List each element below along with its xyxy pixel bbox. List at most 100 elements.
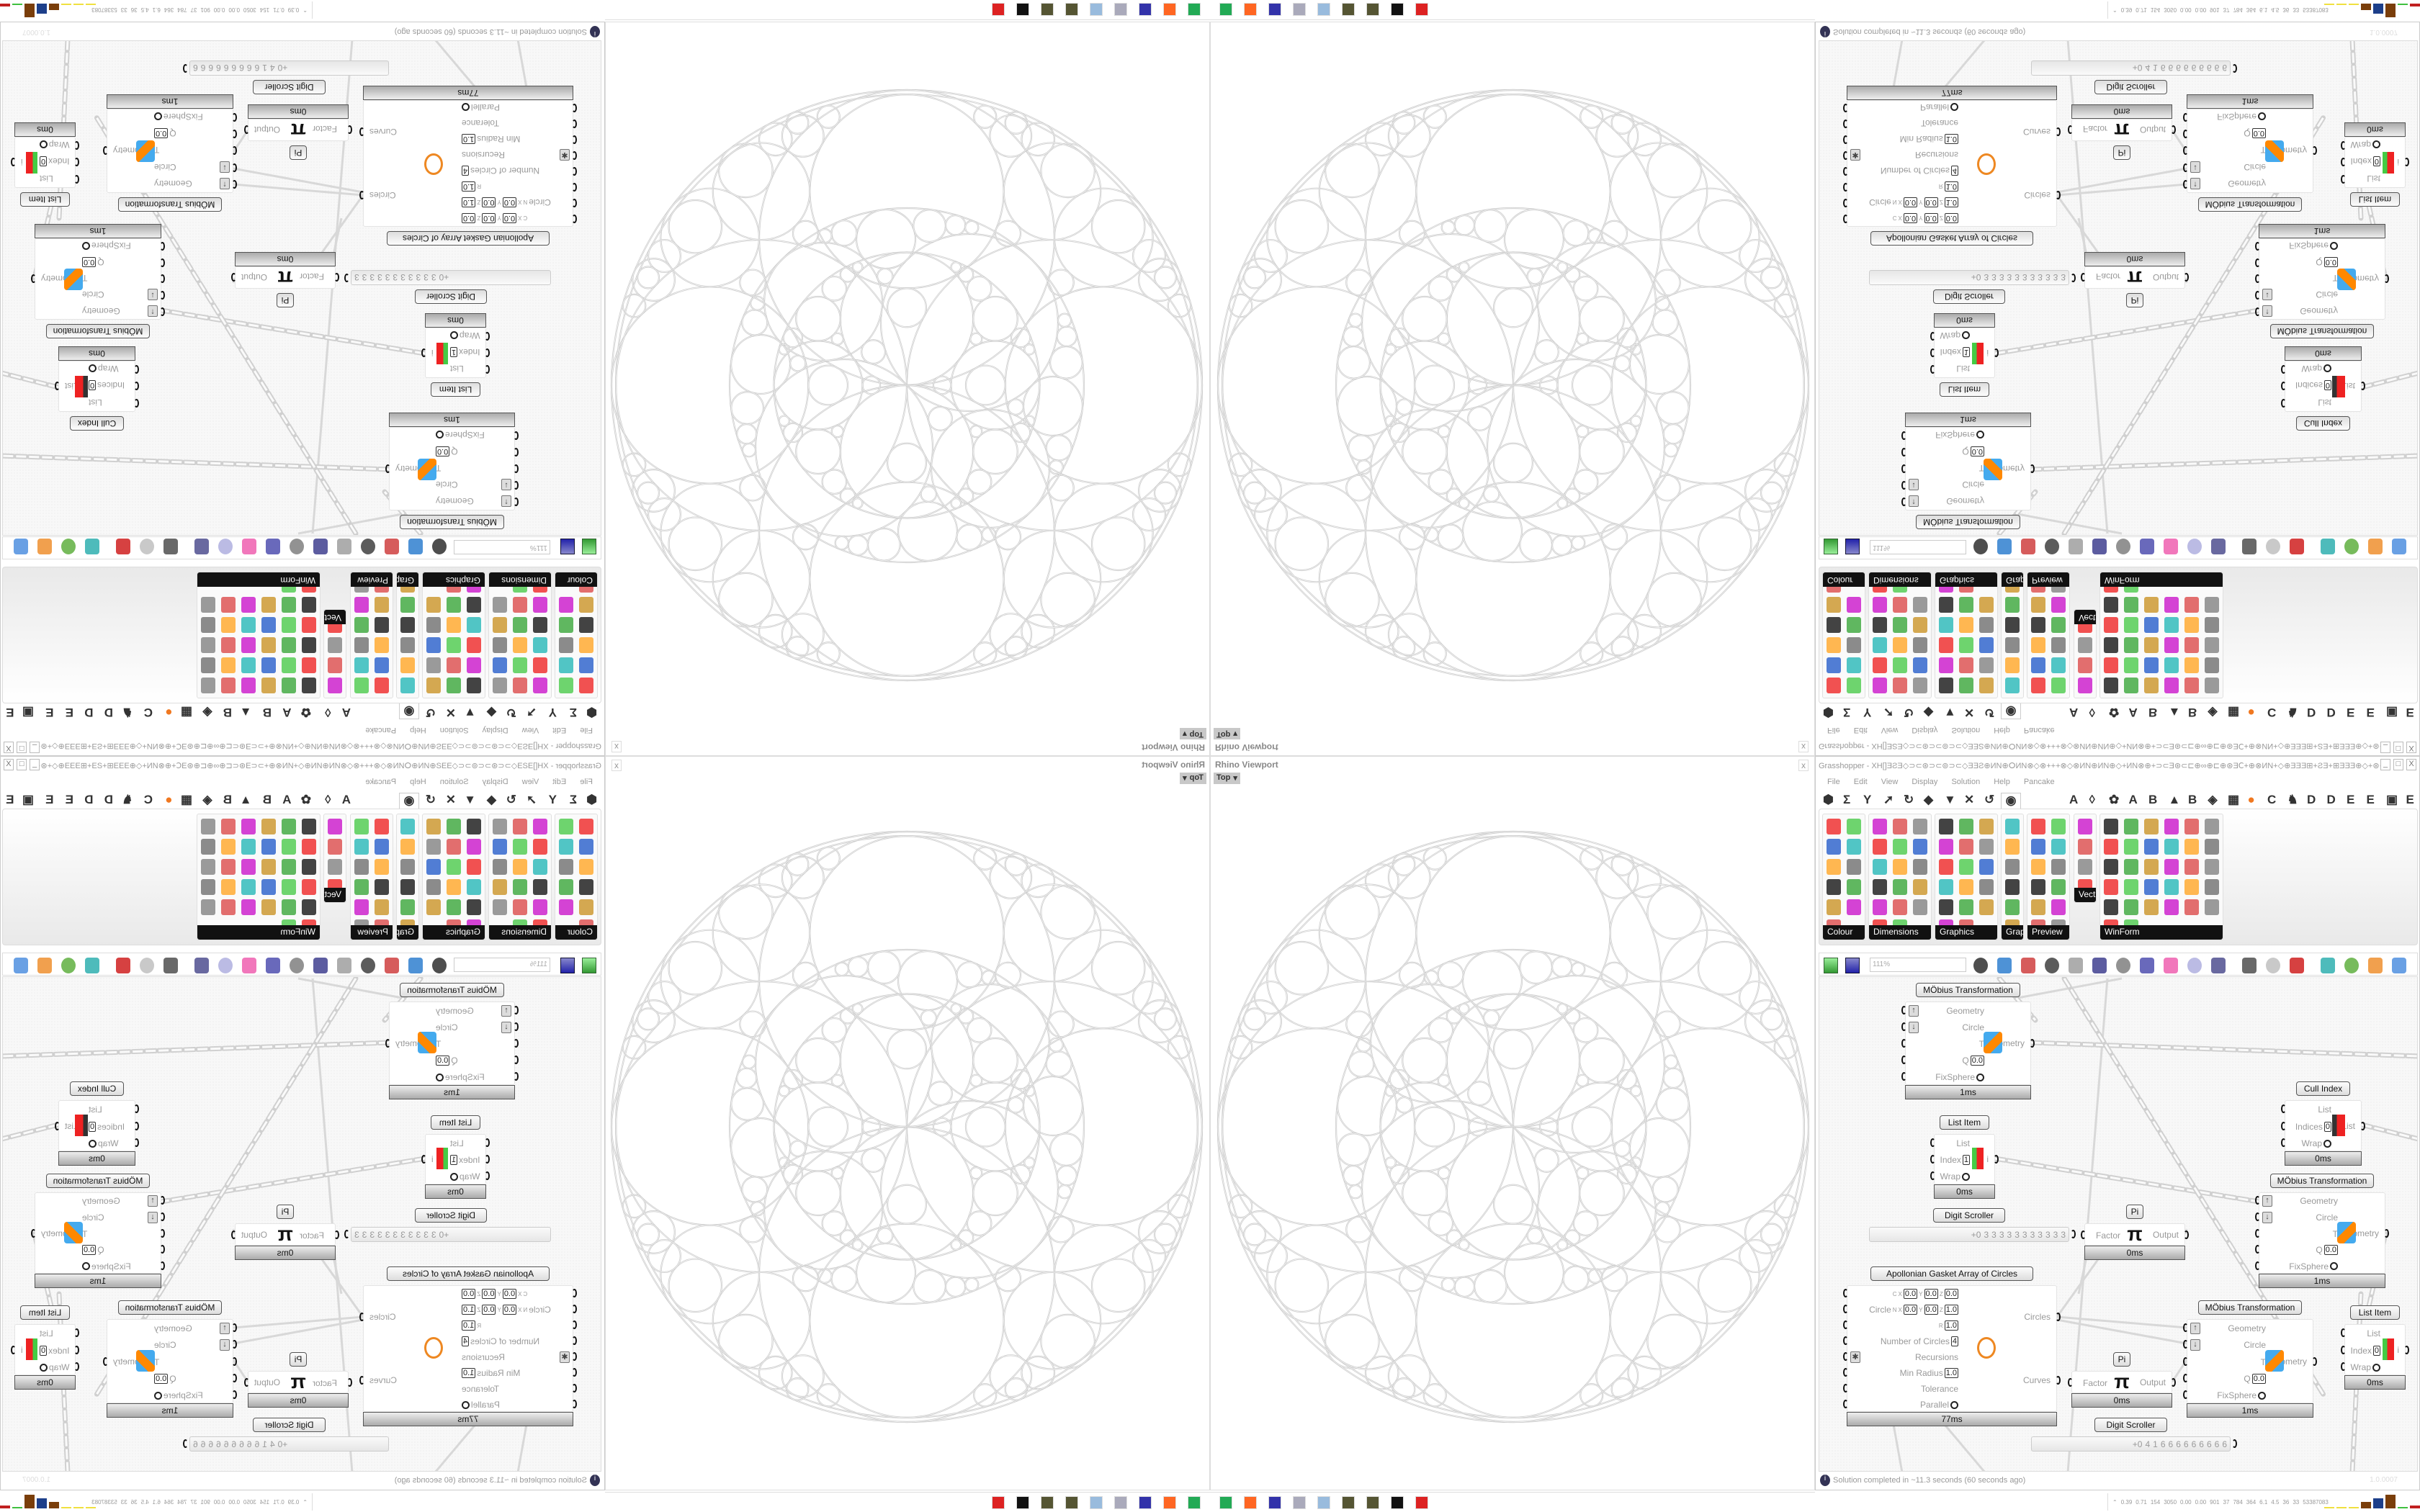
input-param-c[interactable]: C X 0.0 Y 0.0 Z 0.0 <box>462 1287 570 1300</box>
value-field[interactable]: 0.0 <box>436 446 450 456</box>
input-param-recursions[interactable]: ✱ Recursions <box>1850 148 1958 161</box>
panel-yellow-icon[interactable] <box>2205 839 2219 855</box>
digit[interactable]: 6 <box>246 63 252 73</box>
hue-cone-icon[interactable] <box>1847 657 1861 673</box>
red-arrows-icon[interactable] <box>2078 637 2092 653</box>
digit[interactable]: 6 <box>223 63 229 73</box>
ribbon-group-label[interactable]: Colour <box>555 572 597 587</box>
tab-icon[interactable]: D <box>84 793 94 806</box>
sphere-cam-icon[interactable] <box>2031 657 2045 673</box>
tab-icon[interactable]: ✿ <box>2109 706 2120 719</box>
red-blobs-icon[interactable] <box>375 617 389 633</box>
input-grip[interactable] <box>160 307 165 316</box>
rgb-cube-icon[interactable] <box>1827 657 1841 673</box>
pi-title[interactable]: Pi <box>276 1205 295 1219</box>
teal-twist-icon[interactable] <box>85 539 99 554</box>
pinecone-dark-icon[interactable] <box>1366 1496 1379 1509</box>
tab-icon[interactable]: ● <box>2247 706 2255 719</box>
output-param-i[interactable]: i <box>21 157 23 168</box>
list-item-title[interactable]: List Item <box>2350 1305 2400 1320</box>
tab-icon[interactable]: ✕ <box>1964 706 1975 719</box>
input-grip[interactable] <box>232 163 237 172</box>
bar-icon[interactable] <box>2104 597 2118 613</box>
value-field[interactable]: 1.0 <box>462 1305 476 1315</box>
list-item-title[interactable]: List Item <box>1940 382 1989 397</box>
input-param-wrap[interactable]: Wrap <box>2288 362 2331 375</box>
output-grip[interactable] <box>2184 1230 2189 1239</box>
hue-cone-icon[interactable] <box>559 839 573 855</box>
input-grip[interactable] <box>2281 1138 2286 1148</box>
tab-icon[interactable]: Σ <box>1843 793 1851 806</box>
input-grip[interactable] <box>572 167 577 176</box>
value-field[interactable]: 0 <box>2372 156 2380 167</box>
boolean-toggle[interactable] <box>450 1172 458 1181</box>
digit[interactable]: 6 <box>200 63 206 73</box>
m-bius-transformation-component[interactable]: ↑ Geometry ↓ Circle T Q 0.0 FixSphere Geometry <box>35 1192 161 1274</box>
input-grip[interactable] <box>1843 1368 1848 1377</box>
tab-icon[interactable]: A <box>282 793 292 806</box>
viewport-close-button[interactable]: x <box>1798 741 1809 752</box>
pinecone-dark-icon[interactable] <box>1041 1496 1054 1509</box>
input-grip[interactable] <box>572 199 577 207</box>
input-param-index[interactable]: Index 1 <box>450 346 483 359</box>
digit[interactable]: 6 <box>200 1439 206 1449</box>
menu-edit[interactable]: Edit <box>1853 778 1868 786</box>
spinner-icon[interactable] <box>302 617 316 633</box>
blue-sphere-icon[interactable] <box>2392 958 2406 973</box>
tab-icon[interactable]: ↻ <box>506 793 516 806</box>
digit[interactable]: 6 <box>2199 63 2204 73</box>
split-icon[interactable] <box>2144 879 2159 895</box>
input-param-number-of-circles[interactable]: Number of Circles 4 <box>462 164 570 177</box>
value-field[interactable]: 0.0 <box>502 213 517 223</box>
hatched-icon[interactable] <box>2104 657 2118 673</box>
red-sphere-2-icon[interactable] <box>579 597 593 613</box>
menu-display[interactable]: Display <box>1912 726 1938 734</box>
box-dim-icon[interactable] <box>1913 839 1927 855</box>
input-grip[interactable] <box>572 183 577 192</box>
at-sign-icon[interactable] <box>2069 958 2083 973</box>
value-field[interactable]: 0.0 <box>1970 1056 1984 1066</box>
tag-icon[interactable] <box>533 657 547 673</box>
input-grip[interactable] <box>160 291 165 300</box>
digit[interactable]: 6 <box>231 1439 237 1449</box>
circle-icon[interactable] <box>467 678 481 693</box>
grid-green-icon[interactable] <box>241 839 256 855</box>
input-grip[interactable] <box>2183 1373 2188 1382</box>
cull-index-title[interactable]: Cull Index <box>2296 416 2350 431</box>
value-field[interactable]: 0.0 <box>1903 1305 1918 1315</box>
digit-offset[interactable]: +0 <box>439 272 449 283</box>
input-param-index[interactable]: Index 0 <box>2348 156 2380 168</box>
tab-icon[interactable]: E <box>2366 706 2375 719</box>
input-grip[interactable] <box>1843 135 1848 144</box>
text-plus-icon[interactable] <box>241 617 256 633</box>
digit[interactable]: 6 <box>2176 1439 2181 1449</box>
bar-icon[interactable] <box>2104 899 2118 915</box>
green-panel-icon[interactable] <box>2144 597 2159 613</box>
orange-sphere-icon[interactable] <box>2368 539 2383 554</box>
tab-icon[interactable]: B <box>2148 706 2158 719</box>
value-field[interactable]: 0 <box>40 156 48 167</box>
input-grip[interactable] <box>134 1121 139 1130</box>
label-a-icon[interactable] <box>302 678 316 693</box>
input-grip[interactable] <box>2183 1390 2188 1400</box>
at-sign-icon[interactable] <box>337 958 351 973</box>
pinecone-icon[interactable] <box>1065 3 1078 16</box>
input-param-recursions[interactable]: ✱ Recursions <box>462 148 570 161</box>
angular-icon[interactable] <box>513 617 527 633</box>
cmy-cube-icon[interactable] <box>579 859 593 875</box>
input-grip[interactable] <box>134 364 139 374</box>
input-param-geometry[interactable]: ↑ Geometry <box>2262 305 2338 318</box>
tab-icon[interactable]: C <box>2267 793 2277 806</box>
rhino-viewport[interactable]: Rhino Viewport x Top ▾ <box>605 22 1210 756</box>
spectrum-icon[interactable] <box>1847 899 1861 915</box>
pi-title[interactable]: Pi <box>289 145 308 160</box>
input-grip[interactable] <box>2183 163 2188 172</box>
dotted-ring-icon[interactable] <box>447 597 461 613</box>
ring-icon[interactable] <box>2266 958 2280 973</box>
battery-icon[interactable] <box>2205 597 2219 613</box>
asterisk-icon[interactable] <box>426 637 441 653</box>
input-param-circle[interactable]: ↓ Circle <box>82 1211 158 1224</box>
text-block-icon[interactable] <box>2124 637 2138 653</box>
bulb-icon[interactable] <box>2187 958 2202 973</box>
value-field[interactable]: 0.0 <box>1924 213 1938 223</box>
